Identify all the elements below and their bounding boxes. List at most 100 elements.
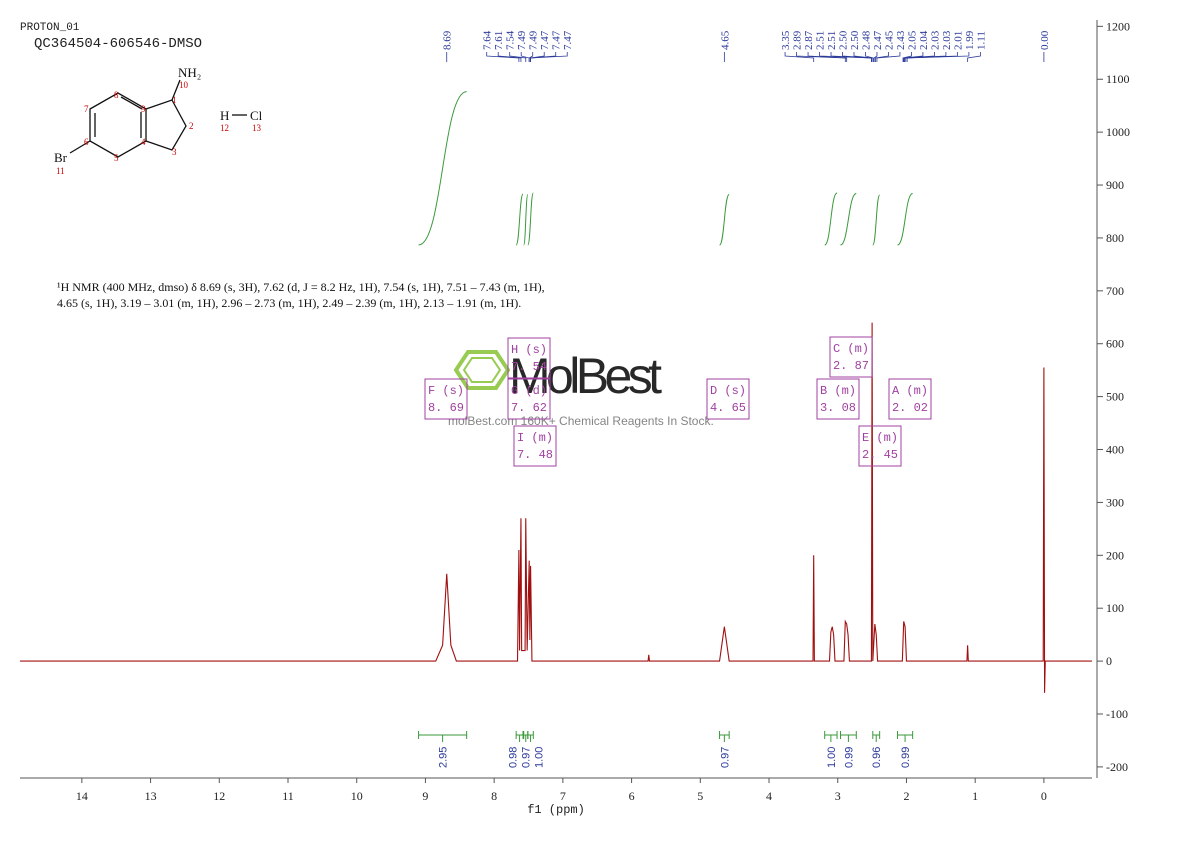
multiplet-box xyxy=(513,425,557,467)
atom-label: Br xyxy=(54,150,68,165)
multiplet-shift: 7. 48 xyxy=(517,448,553,462)
peak-label: 2.50 xyxy=(849,30,861,50)
integral-label: 0.99 xyxy=(843,747,855,768)
peak-label: 1.11 xyxy=(975,31,987,50)
atom-number: 12 xyxy=(220,123,229,133)
peak-label: 7.54 xyxy=(505,30,517,50)
integral-bracket xyxy=(897,731,914,742)
multiplet-shift: 3. 08 xyxy=(820,401,856,415)
integral-bracket xyxy=(418,731,468,742)
x-tick-label: 10 xyxy=(351,789,363,803)
peak-label: 3.35 xyxy=(780,30,792,50)
multiplet-box xyxy=(706,378,750,420)
peak-label: 2.45 xyxy=(883,30,895,50)
peak-connector xyxy=(784,52,815,62)
structure xyxy=(69,79,247,158)
multiplet-label: G (d) xyxy=(511,384,547,398)
multiplet-shift: 7. 54 xyxy=(511,360,547,374)
bond xyxy=(171,79,181,101)
multiplet-label: I (m) xyxy=(517,431,553,445)
x-tick-label: 12 xyxy=(213,789,225,803)
integral-curve xyxy=(418,91,467,246)
peak-connector xyxy=(530,52,568,62)
multiplet-box xyxy=(424,378,468,420)
peak-connector xyxy=(876,52,901,62)
peak-label: 2.04 xyxy=(918,30,930,50)
multiplet-shift: 2. 45 xyxy=(862,448,898,462)
integral-label: 2.95 xyxy=(438,747,450,768)
multiplet-label: A (m) xyxy=(892,384,928,398)
multiplet-label: C (m) xyxy=(833,342,869,356)
multiplet-shift: 2. 02 xyxy=(892,401,928,415)
integral-curve xyxy=(872,194,881,246)
peak-connector xyxy=(906,52,970,62)
multiplet-label: E (m) xyxy=(862,431,898,445)
multiplet-label: H (s) xyxy=(511,343,547,357)
atom-number: 4 xyxy=(141,137,146,147)
integral-label: 0.96 xyxy=(871,747,883,768)
x-tick-label: 14 xyxy=(76,789,88,803)
peak-connector xyxy=(902,52,912,62)
peak-label: 8.69 xyxy=(442,30,454,50)
peak-connector xyxy=(528,52,534,62)
peak-label: 2.50 xyxy=(838,30,850,50)
atom-number: 5 xyxy=(114,153,119,163)
y-tick-label: 700 xyxy=(1106,284,1124,298)
peak-label: 2.47 xyxy=(872,30,884,50)
y-tick-label: 600 xyxy=(1106,337,1124,351)
atom-number: 3 xyxy=(172,147,177,157)
multiplet-label: B (m) xyxy=(820,384,856,398)
integral-curve xyxy=(515,193,524,246)
integral-curve xyxy=(719,194,730,246)
multiplet-label: F (s) xyxy=(428,384,464,398)
x-tick-label: 6 xyxy=(629,789,635,803)
axis-frame xyxy=(20,20,1098,779)
peak-connector xyxy=(830,52,872,62)
integral-bracket xyxy=(719,731,730,742)
peak-label: 7.47 xyxy=(551,30,563,50)
peak-label: 7.61 xyxy=(493,31,505,50)
peak-connector xyxy=(509,52,527,62)
bond xyxy=(69,140,91,154)
peak-connector xyxy=(903,52,924,62)
watermark-tagline: molBest.com 160K+ Chemical Reagents In S… xyxy=(448,414,714,428)
y-tick-label: 100 xyxy=(1106,601,1124,615)
five-ring xyxy=(145,99,187,151)
integral-bracket xyxy=(824,731,838,742)
peak-label: 4.65 xyxy=(719,30,731,50)
atom-number: 9 xyxy=(141,104,146,114)
atom-label: Cl xyxy=(250,108,263,123)
y-tick-label: 1200 xyxy=(1106,19,1130,33)
integral-bracket xyxy=(527,731,534,742)
peak-connector xyxy=(520,52,530,62)
peak-connector xyxy=(875,52,889,62)
peak-label: 7.64 xyxy=(482,30,494,50)
x-tick-label: 11 xyxy=(282,789,294,803)
peak-label: 2.87 xyxy=(803,30,815,50)
peak-connector xyxy=(807,52,848,62)
integral-curve xyxy=(897,193,914,246)
integral-label: 0.97 xyxy=(520,747,532,768)
atom-number: 10 xyxy=(179,80,189,90)
integral-curve xyxy=(527,192,534,246)
multiplet-label: D (s) xyxy=(710,384,746,398)
x-axis-label: f1 (ppm) xyxy=(527,803,585,817)
integral-curve xyxy=(523,194,529,246)
integral-bracket xyxy=(523,731,529,742)
y-tick-label: 400 xyxy=(1106,443,1124,457)
integral-label: 0.98 xyxy=(507,747,519,768)
peak-label: 7.47 xyxy=(539,30,551,50)
peak-label: 2.89 xyxy=(792,30,804,50)
x-tick-label: 8 xyxy=(491,789,497,803)
x-tick-label: 3 xyxy=(835,789,841,803)
multiplet-shift: 2. 87 xyxy=(833,359,869,373)
peak-connector xyxy=(486,52,520,62)
x-tick-label: 9 xyxy=(422,789,428,803)
integral-label: 0.97 xyxy=(719,747,731,768)
sample-id: QC364504-606546-DMSO xyxy=(34,36,202,52)
peak-connector xyxy=(967,52,981,62)
atom-number: 7 xyxy=(84,104,89,114)
y-tick-label: 800 xyxy=(1106,231,1124,245)
